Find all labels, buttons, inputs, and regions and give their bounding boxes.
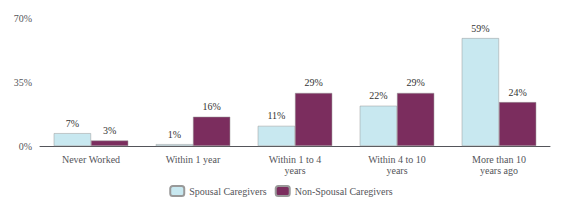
svg-text:Within 1 year: Within 1 year bbox=[166, 154, 221, 165]
svg-text:Never Worked: Never Worked bbox=[62, 154, 120, 165]
svg-text:Non-Spousal Caregivers: Non-Spousal Caregivers bbox=[295, 186, 393, 197]
svg-text:59%: 59% bbox=[471, 23, 489, 34]
svg-text:0%: 0% bbox=[19, 141, 32, 152]
svg-text:years: years bbox=[284, 165, 305, 176]
svg-text:years ago: years ago bbox=[480, 165, 518, 176]
svg-text:1%: 1% bbox=[168, 129, 181, 140]
svg-text:More than 10: More than 10 bbox=[472, 154, 526, 165]
svg-text:70%: 70% bbox=[14, 13, 32, 24]
svg-text:Within 4 to 10: Within 4 to 10 bbox=[368, 154, 426, 165]
svg-text:29%: 29% bbox=[304, 77, 322, 88]
svg-text:29%: 29% bbox=[406, 77, 424, 88]
svg-text:35%: 35% bbox=[14, 77, 32, 88]
svg-text:3%: 3% bbox=[103, 125, 116, 136]
svg-text:Spousal Caregivers: Spousal Caregivers bbox=[189, 186, 267, 197]
svg-text:22%: 22% bbox=[369, 90, 387, 101]
svg-text:24%: 24% bbox=[508, 87, 526, 98]
svg-text:years: years bbox=[386, 165, 407, 176]
svg-text:7%: 7% bbox=[66, 118, 79, 129]
svg-text:Within 1 to 4: Within 1 to 4 bbox=[269, 154, 322, 165]
svg-text:16%: 16% bbox=[202, 101, 220, 112]
svg-text:11%: 11% bbox=[267, 110, 285, 121]
